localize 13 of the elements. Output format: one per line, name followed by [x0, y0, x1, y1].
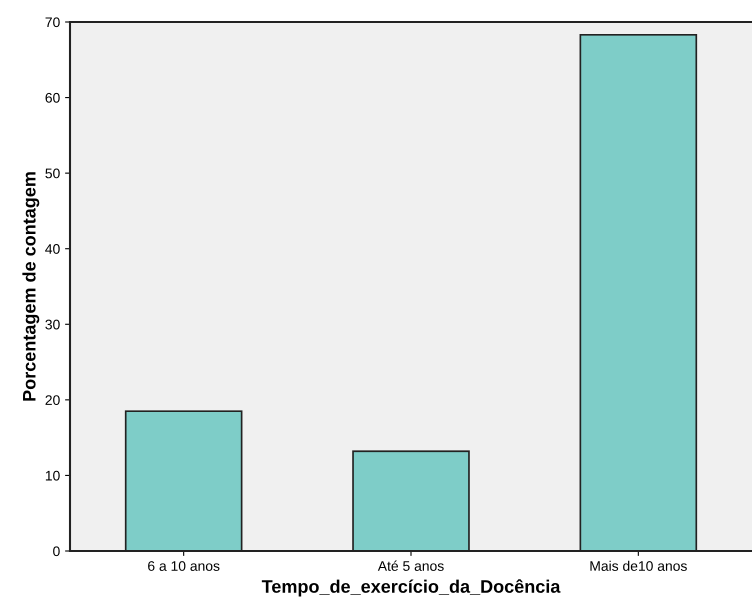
y-tick-label: 50 — [45, 168, 60, 178]
y-tick-label: 70 — [46, 17, 60, 28]
y-tick-label: 60 — [46, 92, 60, 103]
y-axis-title: Porcentagem de contagem — [22, 172, 40, 401]
y-tick-label: 0 — [53, 546, 60, 556]
x-tick-label: Até 5 anos — [378, 560, 444, 571]
y-tick-label: 20 — [46, 395, 60, 406]
x-tick-label: 6 a 10 anos — [148, 561, 220, 571]
y-tick-label: 30 — [45, 320, 60, 330]
x-tick-label: Mais de10 anos — [590, 560, 687, 571]
x-axis-title: Tempo_de_exercício_da_Docência — [262, 579, 560, 596]
y-tick-label: 40 — [45, 244, 60, 254]
y-tick-label: 10 — [46, 470, 60, 481]
